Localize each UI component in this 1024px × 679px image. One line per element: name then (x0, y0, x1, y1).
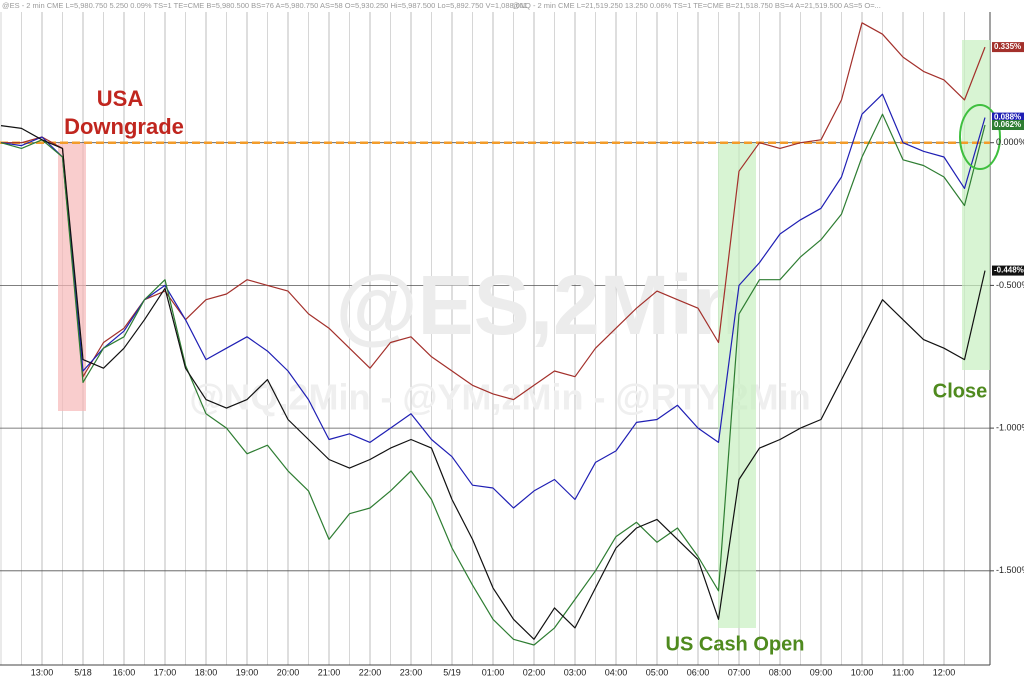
x-tick-label: 19:00 (236, 667, 259, 677)
x-tick-label: 22:00 (359, 667, 382, 677)
end-label: 0.088% (994, 113, 1021, 122)
y-tick-label: -0.500% (996, 280, 1024, 290)
end-label-box (992, 265, 1024, 276)
series-line (0, 93, 986, 509)
x-tick-label: 17:00 (154, 667, 177, 677)
end-label: 0.335% (994, 42, 1021, 51)
x-tick-label: 5/19 (443, 667, 461, 677)
series-line (0, 125, 986, 640)
x-tick-label: 16:00 (113, 667, 136, 677)
x-tick-label: 13:00 (31, 667, 54, 677)
end-label-box (992, 112, 1024, 123)
y-tick-label: -1.000% (996, 422, 1024, 432)
annotation: Downgrade (64, 114, 184, 139)
header-text: @ES - 2 min CME L=5,980.750 5.250 0.09% … (2, 1, 528, 10)
x-tick-label: 04:00 (605, 667, 628, 677)
close-shade (962, 40, 990, 370)
x-tick-label: 09:00 (810, 667, 833, 677)
x-tick-label: 08:00 (769, 667, 792, 677)
annotation: US Cash Open (666, 633, 805, 655)
x-tick-label: 20:00 (277, 667, 300, 677)
end-label-box (992, 120, 1024, 131)
x-tick-label: 06:00 (687, 667, 710, 677)
close-circle (959, 104, 1001, 170)
watermark: @ES,2Min (336, 258, 745, 352)
x-tick-label: 01:00 (482, 667, 505, 677)
x-tick-label: 21:00 (318, 667, 341, 677)
annotation: USA (97, 86, 144, 111)
series-line (0, 113, 986, 646)
x-tick-label: 07:00 (728, 667, 751, 677)
x-tick-label: 03:00 (564, 667, 587, 677)
x-tick-label: 5/18 (74, 667, 92, 677)
x-tick-label: 05:00 (646, 667, 669, 677)
x-tick-label: 18:00 (195, 667, 218, 677)
y-tick-label: -1.500% (996, 565, 1024, 575)
end-label: 0.062% (994, 120, 1021, 129)
end-label-box (992, 42, 1024, 53)
x-tick-label: 11:00 (892, 667, 914, 677)
x-tick-label: 23:00 (400, 667, 423, 677)
end-label: -0.448% (994, 266, 1024, 275)
x-tick-label: 10:00 (851, 667, 874, 677)
y-tick-label: 0.000% (996, 137, 1024, 147)
header-bar (0, 0, 1024, 12)
x-tick-label: 12:00 (933, 667, 956, 677)
watermark: @NQ,2Min - @YM,2Min - @RTY,2Min (189, 377, 810, 418)
series-line (1, 22, 986, 401)
x-tick-label: 02:00 (523, 667, 546, 677)
annotation: Close (933, 380, 987, 402)
plot (0, 22, 990, 646)
header-text: @NQ - 2 min CME L=21,519.250 13.250 0.06… (512, 1, 881, 10)
cash-open-shade (718, 143, 756, 628)
